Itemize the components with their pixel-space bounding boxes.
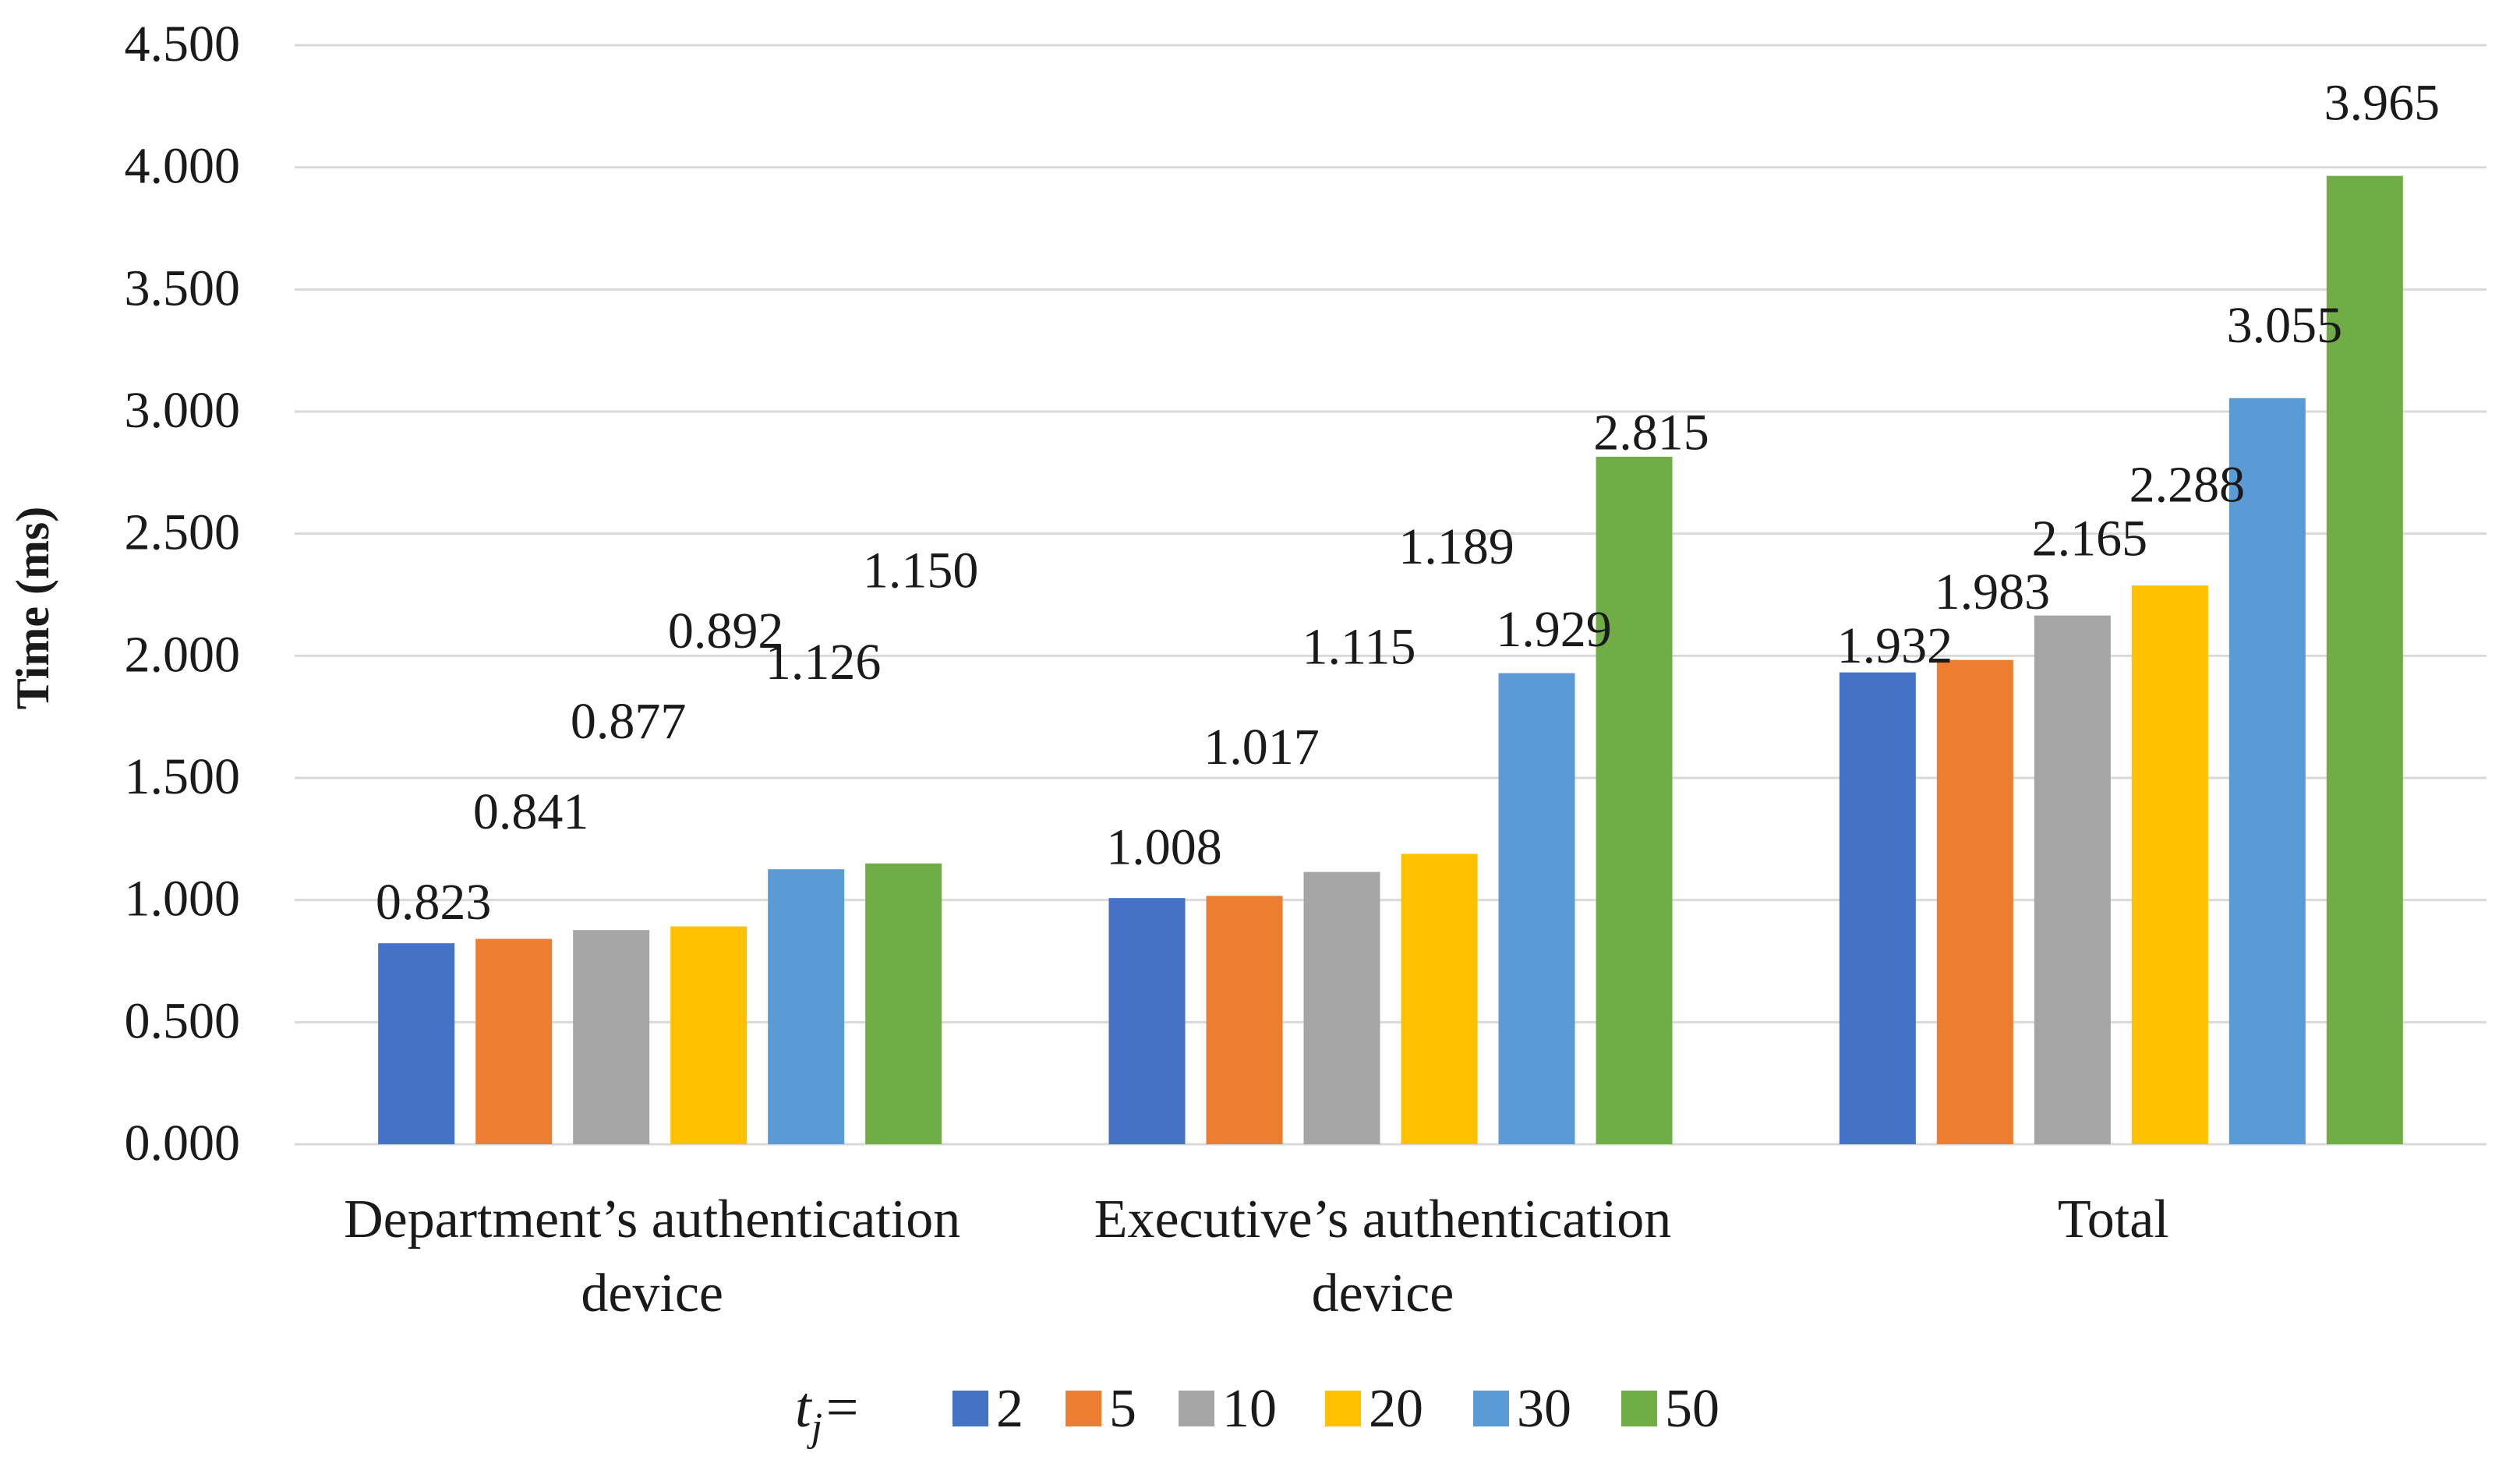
data-label-series-2-category-3: 1.932: [1837, 617, 1953, 674]
legend: tj= 2 5 10 20 30 50: [795, 1376, 1719, 1450]
y-tick-label: 0.500: [125, 992, 241, 1049]
legend-swatch-10: [1179, 1391, 1214, 1426]
bar-series-30-category-3: [2228, 398, 2306, 1144]
y-tick-label: 0.000: [125, 1115, 241, 1172]
bar-series-10-category-1: [573, 930, 650, 1144]
y-tick-label: 3.500: [125, 260, 241, 316]
bar-series-20-category-1: [670, 926, 748, 1144]
data-labels: 0.823 1.008 1.932 0.841 1.017 1.983 0.877 1.115…: [376, 75, 2440, 931]
data-label-series-30-category-3: 3.055: [2227, 297, 2343, 354]
data-label-series-2-category-2: 1.008: [1106, 818, 1222, 875]
y-tick-label: 3.000: [125, 382, 241, 439]
data-label-series-10-category-3: 2.165: [2032, 510, 2148, 567]
bar-series-50-category-3: [2326, 175, 2403, 1145]
data-label-series-50-category-3: 3.965: [2324, 75, 2440, 132]
legend-label-10: 10: [1222, 1379, 1277, 1439]
bar-series-50-category-1: [865, 863, 942, 1144]
data-label-series-20-category-3: 2.288: [2129, 456, 2246, 513]
x-category-label: device: [581, 1264, 723, 1324]
data-label-series-20-category-2: 1.189: [1398, 518, 1514, 575]
bar-series-10-category-2: [1303, 871, 1380, 1144]
y-tick-label: 1.500: [125, 748, 241, 805]
legend-label-50: 50: [1665, 1379, 1719, 1439]
data-label-series-2-category-1: 0.823: [376, 874, 492, 931]
y-tick-label: 4.000: [125, 138, 241, 195]
x-category-label: Total: [2058, 1189, 2169, 1249]
bar-series-20-category-3: [2131, 585, 2208, 1144]
y-tick-label: 2.500: [125, 504, 241, 561]
data-label-series-50-category-1: 1.150: [863, 543, 979, 599]
gridlines: [295, 44, 2486, 1146]
legend-swatch-30: [1473, 1391, 1509, 1426]
legend-swatch-50: [1621, 1391, 1657, 1426]
y-axis-ticks: 0.000 0.500 1.000 1.500 2.000 2.500 3.000 3.500…: [125, 16, 241, 1172]
bar-series-2-category-3: [1839, 672, 1916, 1144]
x-axis-categories: Department’s authentication device Executi…: [344, 1189, 2169, 1324]
bar-series-20-category-2: [1401, 854, 1478, 1144]
legend-swatch-2: [953, 1391, 988, 1426]
legend-swatch-5: [1066, 1391, 1101, 1426]
legend-swatch-20: [1325, 1391, 1361, 1426]
legend-label-5: 5: [1109, 1379, 1136, 1439]
bar-series-2-category-1: [378, 943, 455, 1144]
legend-label-30: 30: [1517, 1379, 1571, 1439]
y-tick-label: 2.000: [125, 626, 241, 683]
bar-series-50-category-2: [1596, 456, 1673, 1144]
x-category-label: Executive’s authentication: [1094, 1189, 1672, 1249]
y-axis-title: Time (ms): [7, 507, 58, 710]
x-category-label: Department’s authentication: [344, 1189, 960, 1249]
x-category-label: device: [1312, 1264, 1454, 1324]
data-label-series-10-category-2: 1.115: [1302, 618, 1416, 675]
bar-series-2-category-2: [1108, 898, 1186, 1144]
data-label-series-10-category-1: 0.877: [571, 693, 687, 750]
data-label-series-30-category-2: 1.929: [1496, 601, 1612, 658]
y-tick-label: 1.000: [125, 871, 241, 928]
legend-label-2: 2: [996, 1379, 1023, 1439]
legend-label-20: 20: [1369, 1379, 1423, 1439]
bars: [378, 175, 2403, 1145]
data-label-series-20-category-1: 0.892: [668, 603, 784, 659]
bar-series-10-category-3: [2034, 615, 2111, 1144]
bar-series-30-category-2: [1498, 673, 1575, 1144]
legend-title: tj=: [795, 1376, 861, 1450]
bar-series-5-category-2: [1206, 896, 1283, 1144]
data-label-series-50-category-2: 2.815: [1593, 405, 1709, 461]
bar-series-30-category-1: [768, 869, 845, 1144]
bar-series-5-category-3: [1936, 659, 2013, 1144]
data-label-series-5-category-3: 1.983: [1935, 564, 2051, 620]
data-label-series-5-category-1: 0.841: [473, 783, 589, 840]
y-tick-label: 4.500: [125, 16, 241, 72]
data-label-series-30-category-1: 1.126: [765, 634, 882, 691]
bar-series-5-category-1: [475, 938, 553, 1144]
data-label-series-5-category-2: 1.017: [1203, 719, 1320, 776]
